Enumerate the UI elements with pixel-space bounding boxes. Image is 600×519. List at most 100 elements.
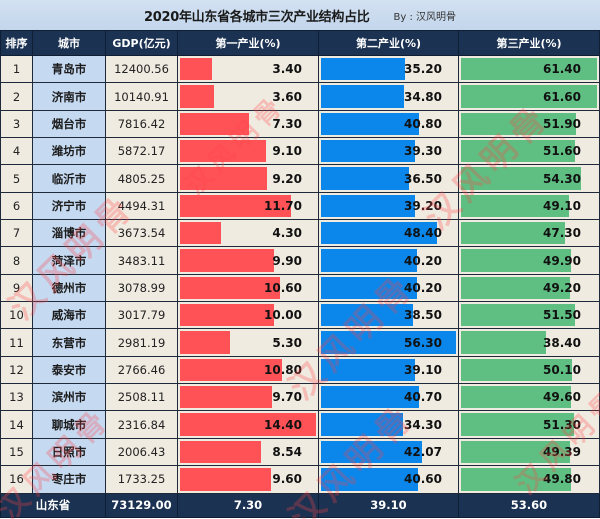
bar-value: 40.20	[404, 253, 442, 268]
data-bar	[461, 222, 566, 245]
data-bar	[180, 304, 275, 327]
data-bar	[321, 440, 422, 464]
bar-value: 9.70	[272, 390, 302, 405]
data-bar	[321, 386, 419, 409]
gdp-cell: 4494.31	[105, 191, 178, 221]
rank-cell: 7	[0, 219, 33, 248]
table-row: 3 烟台市 7816.42 7.30 40.80 51.90	[0, 109, 600, 139]
data-bar	[461, 413, 575, 436]
bar-value: 38.40	[543, 335, 581, 350]
table-row: 12 泰安市 2766.46 10.80 39.10 50.10	[0, 355, 600, 385]
tertiary-industry-cell: 51.50	[458, 301, 600, 330]
bar-value: 5.30	[272, 335, 302, 350]
gdp-cell: 3673.54	[105, 219, 178, 248]
rank-cell: 16	[0, 465, 33, 494]
bar-value: 54.30	[543, 171, 581, 186]
bar-value: 4.30	[272, 226, 302, 241]
bar-value: 49.10	[543, 198, 581, 213]
data-bar	[321, 304, 414, 327]
gdp-cell: 4805.25	[105, 164, 178, 193]
data-bar	[461, 440, 571, 464]
primary-industry-cell: 10.60	[177, 273, 319, 303]
bar-value: 49.90	[543, 253, 581, 268]
rank-cell: 14	[0, 410, 33, 439]
data-bar	[461, 167, 581, 190]
secondary-industry-cell: 40.20	[318, 246, 459, 275]
gdp-cell: 2508.11	[105, 383, 178, 412]
gdp-cell: 2006.43	[105, 437, 178, 467]
secondary-industry-cell: 36.50	[318, 164, 459, 193]
primary-industry-cell: 9.10	[177, 137, 319, 166]
bar-value: 3.60	[272, 89, 302, 104]
table-row: 4 潍坊市 5872.17 9.10 39.30 51.60	[0, 137, 600, 166]
header-row: 排序 城市 GDP(亿元) 第一产业(%) 第二产业(%) 第三产业(%)	[0, 30, 600, 56]
rank-cell: 10	[0, 301, 33, 330]
primary-industry-cell: 10.80	[177, 355, 319, 385]
gdp-cell: 5872.17	[105, 137, 178, 166]
data-bar	[180, 222, 221, 245]
city-cell: 东营市	[32, 328, 106, 357]
gdp-cell: 3078.99	[105, 273, 178, 303]
header-primary-industry: 第一产业(%)	[177, 30, 319, 56]
bar-value: 10.00	[264, 308, 302, 323]
bar-value: 40.20	[404, 280, 442, 295]
data-bar	[461, 249, 572, 272]
secondary-industry-cell: 56.30	[318, 328, 459, 357]
data-bar	[180, 167, 267, 190]
tertiary-industry-cell: 54.30	[458, 164, 600, 193]
city-cell: 滨州市	[32, 383, 106, 412]
total-tertiary: 53.60	[458, 492, 600, 518]
header-tertiary-industry: 第三产业(%)	[458, 30, 600, 56]
data-bar	[461, 276, 570, 300]
table-row: 15 日照市 2006.43 8.54 42.07 49.39	[0, 437, 600, 467]
data-bar	[321, 194, 415, 218]
tertiary-industry-cell: 51.60	[458, 137, 600, 166]
bar-value: 7.30	[272, 116, 302, 131]
data-bar	[180, 386, 272, 409]
secondary-industry-cell: 40.70	[318, 383, 459, 412]
city-cell: 泰安市	[32, 355, 106, 385]
rank-cell: 2	[0, 82, 33, 111]
data-bar	[461, 194, 570, 218]
data-bar	[321, 58, 406, 81]
gdp-cell: 1733.25	[105, 465, 178, 494]
bar-value: 3.40	[272, 62, 302, 77]
rank-cell: 3	[0, 109, 33, 139]
data-bar	[180, 440, 261, 464]
bar-value: 14.40	[264, 417, 302, 432]
bar-value: 61.40	[543, 62, 581, 77]
total-row: 山东省 73129.00 7.30 39.10 53.60	[0, 492, 600, 518]
tertiary-industry-cell: 51.30	[458, 410, 600, 439]
gdp-cell: 3483.11	[105, 246, 178, 275]
primary-industry-cell: 9.20	[177, 164, 319, 193]
data-bar	[180, 58, 213, 81]
city-cell: 菏泽市	[32, 246, 106, 275]
bar-value: 47.30	[543, 226, 581, 241]
data-bar	[461, 331, 546, 354]
table-row: 6 济宁市 4494.31 11.70 39.20 49.10	[0, 191, 600, 221]
bar-value: 11.70	[264, 198, 302, 213]
tertiary-industry-cell: 49.80	[458, 465, 600, 494]
bar-value: 42.07	[404, 444, 442, 459]
data-bar	[180, 249, 274, 272]
secondary-industry-cell: 34.30	[318, 410, 459, 439]
bar-value: 51.30	[543, 417, 581, 432]
total-gdp: 73129.00	[105, 492, 178, 518]
bar-value: 61.60	[543, 89, 581, 104]
data-bar	[321, 85, 405, 108]
bar-value: 9.10	[272, 144, 302, 159]
tertiary-industry-cell: 49.10	[458, 191, 600, 221]
table-row: 8 菏泽市 3483.11 9.90 40.20 49.90	[0, 246, 600, 275]
city-cell: 德州市	[32, 273, 106, 303]
data-bar	[180, 468, 271, 491]
city-cell: 临沂市	[32, 164, 106, 193]
secondary-industry-cell: 38.50	[318, 301, 459, 330]
bar-value: 34.30	[404, 417, 442, 432]
tertiary-industry-cell: 61.40	[458, 54, 600, 84]
tertiary-industry-cell: 49.20	[458, 273, 600, 303]
bar-value: 34.80	[404, 89, 442, 104]
data-bar	[180, 140, 266, 163]
data-bar	[321, 167, 409, 190]
bar-value: 8.54	[272, 444, 302, 459]
